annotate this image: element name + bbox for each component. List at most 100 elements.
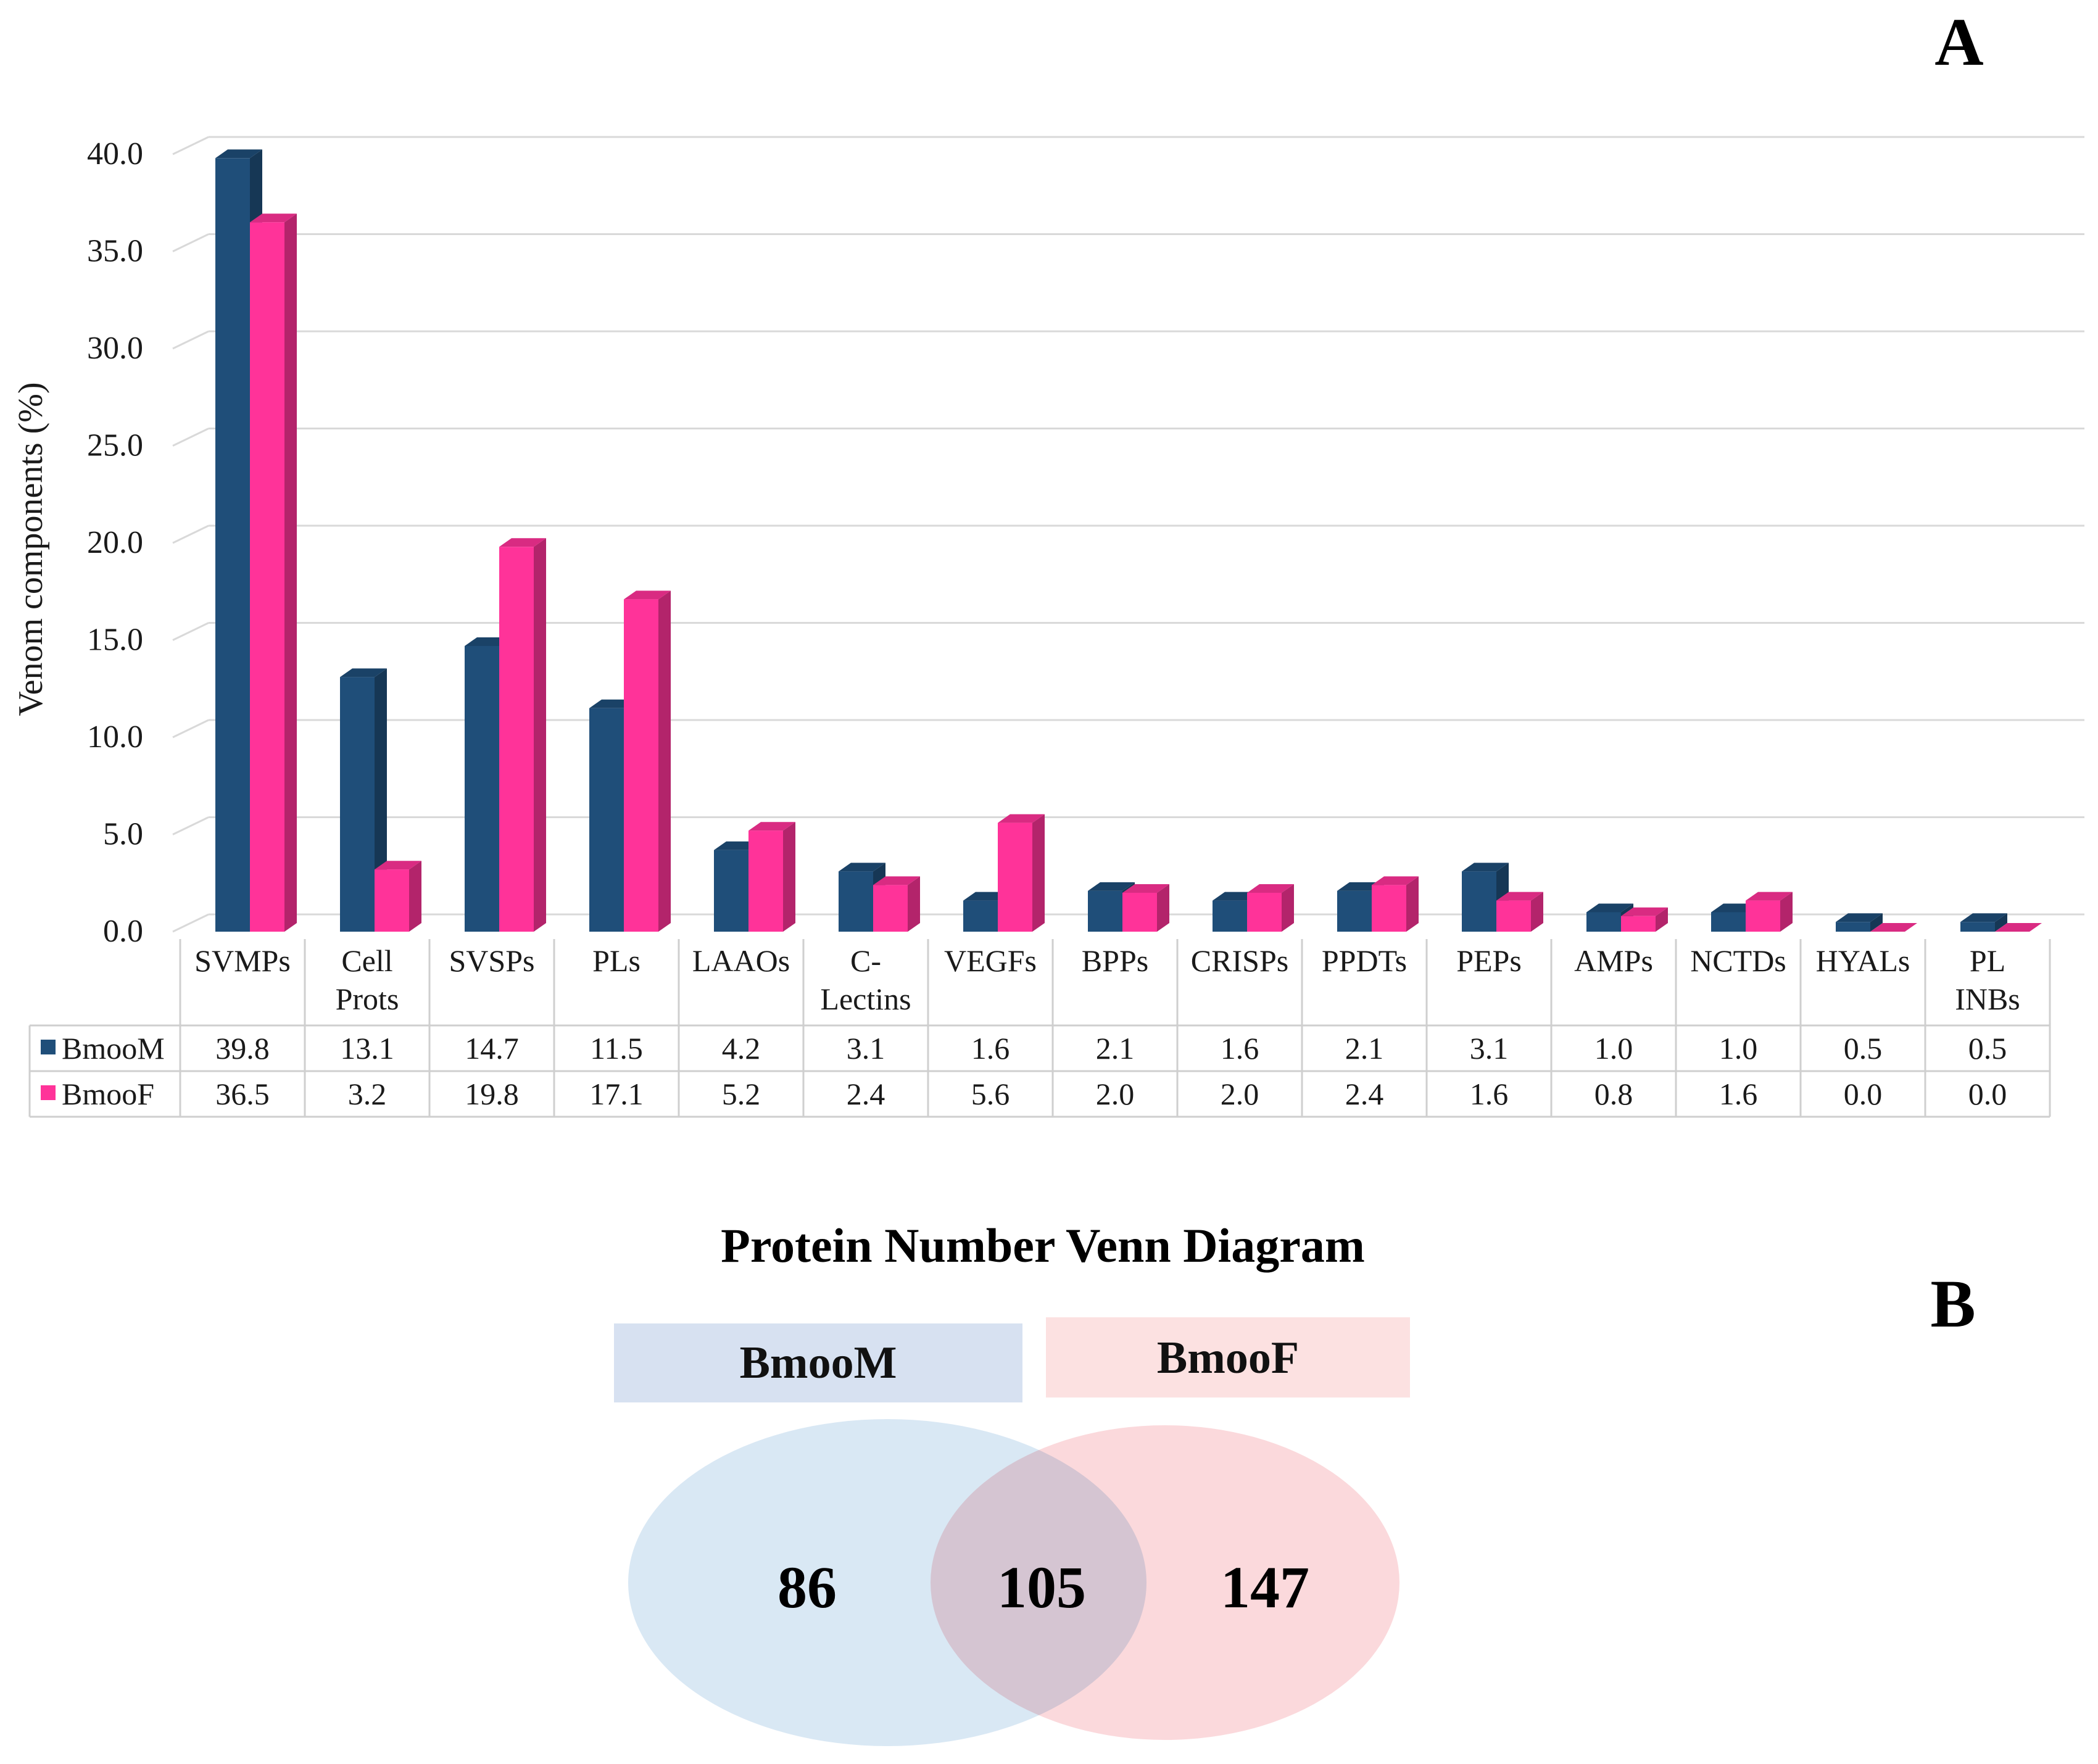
data-label-bmoom: 4.2 [722, 1031, 761, 1066]
venn-right-label: BmooF [1157, 1333, 1299, 1383]
category-label: Cell Prots [336, 943, 399, 1016]
data-table: SVMPs Cell Prots SVSPs PLs LAAOs C-Lectins VEGF… [28, 939, 2051, 1118]
legend-swatch-bmoof [41, 1085, 56, 1100]
gridline-diag [172, 136, 209, 155]
data-label-bmoom: 3.1 [847, 1031, 885, 1066]
data-label-bmoof: 0.0 [1844, 1077, 1883, 1111]
category-label: VEGFs [944, 943, 1037, 978]
bar-bmoom [1960, 913, 2007, 932]
bar-bmoof [1995, 923, 2042, 932]
y-tick-label: 35.0 [87, 234, 143, 269]
data-label-bmoom: 0.5 [1844, 1031, 1883, 1066]
venn-right-label-box [1046, 1317, 1410, 1398]
data-label-bmoom: 1.6 [971, 1031, 1010, 1066]
venn-title: Protein Number Venn Diagram [721, 1219, 1365, 1272]
category-label: PEPs [1456, 943, 1522, 978]
data-label-bmoom: 2.1 [1096, 1031, 1135, 1066]
data-label-bmoom: 0.5 [1968, 1031, 2007, 1066]
bar-bmoom [1836, 913, 1883, 932]
y-axis-ticks: 0.0 5.0 10.0 15.0 20.0 25.0 30.0 35.0 40.0 [87, 136, 143, 949]
category-label: PL INBs [1955, 943, 2020, 1016]
chart-gridlines [172, 136, 2084, 933]
venn-left-label-box [614, 1323, 1022, 1402]
data-label-bmoom: 14.7 [465, 1031, 519, 1066]
data-label-bmoof: 19.8 [465, 1077, 519, 1111]
legend-label-bmoom: BmooM [62, 1031, 165, 1066]
panel-a-label: A [1934, 4, 1983, 80]
gridline-diag [172, 622, 209, 641]
venn-right-circle [931, 1425, 1399, 1740]
bar-bmoof [1621, 907, 1668, 932]
data-label-bmoom: 11.5 [590, 1031, 643, 1066]
gridline-diag [172, 524, 209, 544]
bar-bmoof [748, 822, 795, 932]
data-label-bmoof: 2.4 [1345, 1077, 1384, 1111]
category-label: HYALs [1816, 943, 1910, 978]
category-label: NCTDs [1690, 943, 1786, 978]
data-label-bmoof: 5.6 [971, 1077, 1010, 1111]
data-label-bmoof: 17.1 [589, 1077, 644, 1111]
category-label: SVMPs [194, 943, 291, 978]
y-tick-label: 30.0 [87, 331, 143, 366]
category-label: LAAOs [692, 943, 790, 978]
data-label-bmoom: 13.1 [340, 1031, 394, 1066]
category-label: PPDTs [1322, 943, 1407, 978]
bar-bmoof [1496, 892, 1543, 932]
data-label-bmoof: 1.6 [1470, 1077, 1509, 1111]
bar-bmoof [1746, 892, 1793, 932]
data-label-bmoom: 3.1 [1470, 1031, 1509, 1066]
venn-left-label: BmooM [740, 1338, 897, 1388]
data-label-bmoom: 1.0 [1719, 1031, 1758, 1066]
category-label: BPPs [1082, 943, 1148, 978]
category-label: AMPs [1574, 943, 1653, 978]
gridline-diag [172, 330, 209, 350]
bar-series [215, 149, 2042, 932]
bar-bmoof [998, 814, 1045, 932]
y-tick-label: 0.0 [103, 914, 143, 949]
data-label-bmoom: 39.8 [215, 1031, 270, 1066]
bar-bmoof [499, 538, 546, 932]
data-label-bmoof: 2.0 [1096, 1077, 1135, 1111]
y-tick-label: 10.0 [87, 719, 143, 755]
bar-bmoof [624, 590, 671, 932]
bar-bmoof [375, 861, 421, 932]
venn-right-only-count: 147 [1221, 1554, 1309, 1620]
bar-bmoof [1372, 876, 1419, 932]
data-label-bmoof: 2.0 [1221, 1077, 1259, 1111]
venn-overlap-count: 105 [997, 1554, 1086, 1620]
legend-swatch-bmoom [41, 1040, 56, 1054]
data-label-bmoof: 3.2 [348, 1077, 387, 1111]
gridline-diag [172, 816, 209, 835]
legend-label-bmoof: BmooF [62, 1077, 154, 1111]
bar-bmoof [1247, 884, 1294, 932]
bar-bmoof [1122, 884, 1169, 932]
gridline-diag [172, 233, 209, 252]
y-axis-label: Venom components (%) [12, 382, 50, 716]
bar-bmoom [340, 668, 387, 932]
data-label-bmoom: 1.0 [1594, 1031, 1633, 1066]
y-tick-label: 15.0 [87, 623, 143, 658]
data-label-bmoof: 0.0 [1968, 1077, 2007, 1111]
y-tick-label: 5.0 [103, 817, 143, 852]
data-label-bmoof: 0.8 [1594, 1077, 1633, 1111]
data-label-bmoom: 2.1 [1345, 1031, 1384, 1066]
data-label-bmoof: 1.6 [1719, 1077, 1758, 1111]
category-label: C-Lectins [820, 943, 911, 1016]
data-label-bmoof: 36.5 [215, 1077, 270, 1111]
y-tick-label: 25.0 [87, 428, 143, 463]
bar-bmoof [873, 876, 920, 932]
bar-bmoof [1870, 923, 1917, 932]
category-label: CRISPs [1191, 943, 1288, 978]
venn-left-only-count: 86 [777, 1554, 837, 1620]
data-label-bmoof: 5.2 [722, 1077, 761, 1111]
gridline-diag [172, 428, 209, 447]
gridline-diag [172, 913, 209, 933]
category-label: SVSPs [449, 943, 535, 978]
panel-b-label: B [1930, 1266, 1975, 1341]
data-label-bmoom: 1.6 [1221, 1031, 1259, 1066]
y-tick-label: 20.0 [87, 525, 143, 560]
data-label-bmoof: 2.4 [847, 1077, 885, 1111]
category-label: PLs [592, 943, 641, 978]
gridline-diag [172, 719, 209, 739]
